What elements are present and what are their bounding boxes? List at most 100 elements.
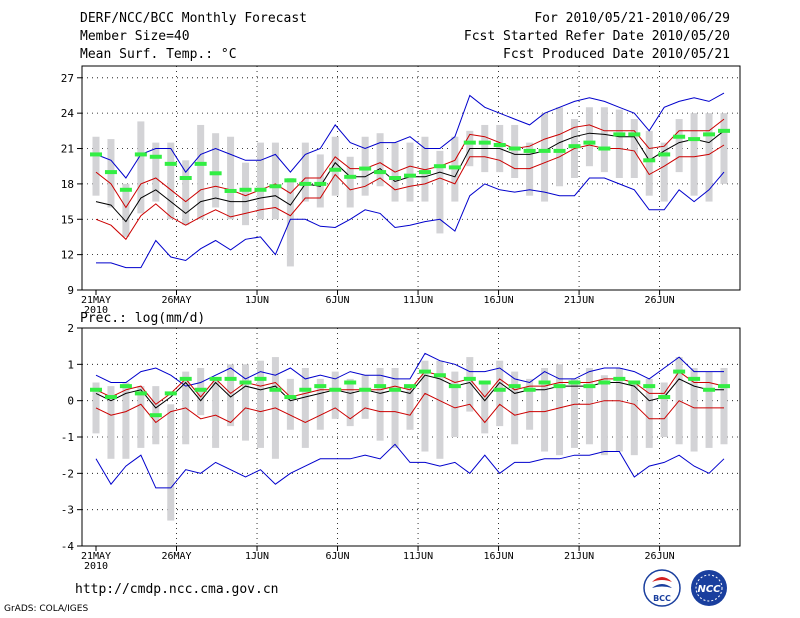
median-marker — [194, 161, 207, 166]
ensemble-box — [227, 364, 235, 427]
median-marker — [224, 188, 237, 193]
median-marker — [329, 167, 342, 172]
ensemble-box — [92, 136, 100, 196]
ensemble-box — [242, 364, 250, 441]
y-tick-label: -4 — [61, 540, 75, 553]
ensemble-box — [361, 375, 369, 419]
series-line-max — [95, 92, 725, 179]
median-marker — [553, 384, 566, 389]
median-marker — [284, 178, 297, 183]
median-marker — [149, 154, 162, 159]
ensemble-box — [212, 378, 220, 448]
member-size: Member Size=40 — [80, 29, 190, 44]
ensemble-box — [526, 378, 534, 430]
x-tick-label: 21JUN — [564, 295, 594, 306]
ensemble-box — [331, 371, 339, 419]
y-tick-label: 2 — [67, 322, 74, 335]
forecast-refer-date: Fcst Started Refer Date 2010/05/20 — [463, 29, 730, 44]
source-url[interactable]: http://cmdp.ncc.cma.gov.cn — [75, 582, 279, 597]
median-marker — [493, 142, 506, 147]
median-marker — [418, 369, 431, 374]
ensemble-box — [541, 113, 549, 202]
median-marker — [538, 148, 551, 153]
median-marker — [299, 387, 312, 392]
ensemble-box — [376, 133, 384, 187]
median-marker — [269, 184, 282, 189]
ensemble-box — [481, 382, 489, 434]
variable-top-label: Mean Surf. Temp.: °C — [80, 47, 237, 62]
median-marker — [568, 380, 581, 385]
median-marker — [508, 146, 521, 151]
bcc-logo-text: BCC — [653, 594, 671, 603]
y-tick-label: -2 — [61, 467, 74, 480]
series-line-lower — [95, 144, 725, 241]
ensemble-box — [585, 107, 593, 167]
ensemble-box — [286, 378, 294, 430]
median-marker — [329, 387, 342, 392]
forecast-period: For 2010/05/21-2010/06/29 — [534, 11, 730, 26]
x-tick-label: 26MAY — [161, 295, 191, 306]
y-tick-label: 0 — [67, 395, 74, 408]
median-marker — [104, 395, 117, 400]
ensemble-box — [346, 378, 354, 427]
median-marker — [598, 380, 611, 385]
series-line-min — [96, 171, 725, 269]
bcc-logo: BCC — [643, 569, 681, 607]
ensemble-box — [391, 367, 399, 448]
y-tick-label: 18 — [61, 178, 74, 191]
median-marker — [718, 128, 730, 133]
x-tick-label: 21MAY — [81, 295, 111, 306]
median-marker — [433, 373, 446, 378]
ensemble-box — [406, 142, 414, 202]
y-tick-label: 9 — [67, 284, 74, 297]
ensemble-box — [122, 183, 130, 237]
chart-title: DERF/NCC/BCC Monthly Forecast — [80, 11, 307, 26]
temperature-panel: 9 12 15 18 21 24 27 21MAY 26MAY 1JUN 6JUN 11JUN 16JU… — [61, 65, 741, 316]
x-tick-label: 11JUN — [403, 551, 433, 562]
median-marker — [179, 376, 192, 381]
median-marker — [209, 171, 222, 176]
median-marker — [508, 384, 521, 389]
ensemble-box — [137, 386, 145, 448]
median-marker — [703, 132, 716, 137]
ensemble-box — [122, 382, 130, 459]
x-tick-label: 26JUN — [645, 551, 675, 562]
series-line-upper — [95, 118, 725, 209]
median-marker — [194, 387, 207, 392]
median-marker — [149, 413, 162, 418]
ensemble-box — [271, 142, 279, 220]
ensemble-box — [406, 386, 414, 430]
x-year-label: 2010 — [84, 305, 108, 316]
ensemble-box — [690, 113, 698, 196]
median-marker — [658, 395, 671, 400]
median-marker — [628, 380, 641, 385]
ensemble-box — [286, 178, 294, 267]
median-marker — [493, 387, 506, 392]
x-tick-label: 6JUN — [325, 551, 349, 562]
x-tick-label: 1JUN — [245, 551, 269, 562]
median-marker — [344, 174, 357, 179]
ensemble-box — [496, 360, 504, 427]
median-marker — [90, 152, 102, 157]
median-marker — [284, 395, 297, 400]
ensemble-box — [316, 154, 324, 208]
median-marker — [374, 384, 387, 389]
ensemble-box — [705, 113, 713, 202]
ensemble-box — [346, 156, 354, 208]
median-marker — [643, 384, 656, 389]
median-marker — [598, 146, 611, 151]
ensemble-box — [436, 360, 444, 459]
median-marker — [254, 376, 267, 381]
x-tick-label: 1JUN — [245, 295, 269, 306]
y-tick-label: -1 — [61, 431, 74, 444]
y-tick-label: 1 — [67, 358, 74, 371]
median-marker — [673, 369, 686, 374]
ensemble-box — [645, 130, 653, 196]
grads-credit: GrADS: COLA/IGES — [4, 604, 89, 614]
ensemble-box — [167, 142, 175, 220]
ensemble-box — [511, 124, 519, 178]
ensemble-box — [376, 367, 384, 441]
ensemble-box — [585, 367, 593, 445]
ensemble-box — [705, 371, 713, 448]
